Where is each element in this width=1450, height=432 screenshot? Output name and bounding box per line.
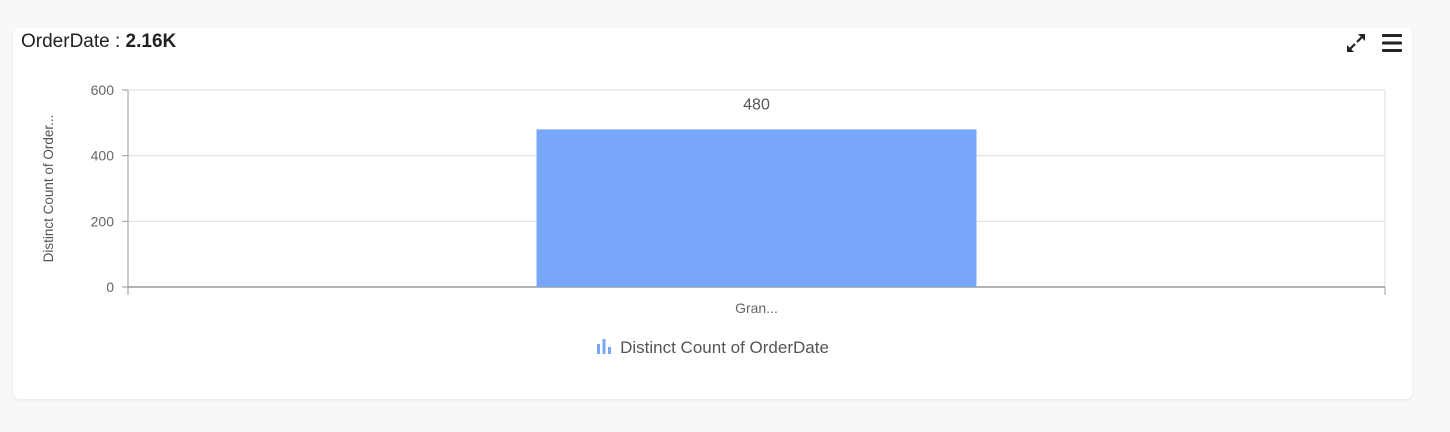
expand-icon[interactable] — [1344, 31, 1368, 55]
title-label: OrderDate : — [21, 31, 121, 52]
chart-legend[interactable]: Distinct Count of OrderDate — [13, 338, 1412, 358]
hamburger-menu-icon[interactable] — [1380, 31, 1404, 55]
bar-chart: 0 200 400 600 Distinct Count of Order... 480 G… — [41, 82, 1386, 316]
x-tick-label: Gran... — [735, 300, 778, 316]
y-tick-label: 0 — [106, 279, 114, 295]
chart-widget: OrderDate : 2.16K 0 200 400 600 Distinct Cou… — [13, 28, 1412, 399]
bar — [536, 129, 977, 287]
legend-label: Distinct Count of OrderDate — [620, 338, 829, 357]
y-axis-title: Distinct Count of Order... — [41, 115, 56, 263]
y-tick-label: 200 — [91, 213, 115, 229]
title-value: 2.16K — [125, 31, 177, 52]
bar-data-label: 480 — [743, 96, 770, 113]
widget-toolbar — [1336, 31, 1404, 57]
bar-chart-legend-icon — [597, 339, 612, 354]
widget-title: OrderDate : 2.16K — [21, 31, 176, 53]
y-tick-label: 600 — [91, 82, 115, 98]
y-tick-label: 400 — [91, 148, 115, 164]
